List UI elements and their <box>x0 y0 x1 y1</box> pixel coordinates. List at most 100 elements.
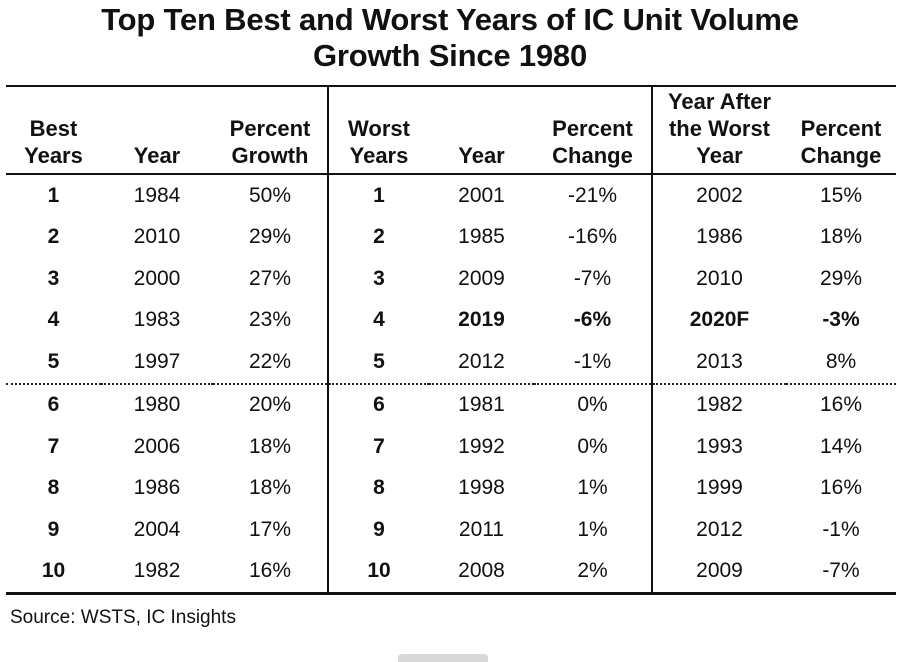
cell-after-change: 8% <box>825 349 857 373</box>
header-percent-change: Percent Change <box>534 86 652 174</box>
cell-worst-year: 2012 <box>458 349 505 373</box>
title-line-1: Top Ten Best and Worst Years of IC Unit … <box>101 2 799 37</box>
header-text: Years <box>24 143 83 168</box>
table-row: 3 2000 27% 3 2009 -7% 2010 29% <box>6 258 896 300</box>
table-row: 2 2010 29% 2 1985 -16% 1986 18% <box>6 216 896 258</box>
cell-after-year: 1982 <box>651 383 786 426</box>
cell-worst-year: 2019 <box>458 308 505 332</box>
cell-after-change: 16% <box>819 393 863 417</box>
cell-worst-year: 2011 <box>458 517 505 541</box>
cell-worst-year: 2009 <box>458 266 505 290</box>
cell-worst-rank: 3 <box>327 258 429 300</box>
table-row: 9 2004 17% 9 2011 1% 2012 -1% <box>6 509 896 551</box>
table-row: 8 1986 18% 8 1998 1% 1999 16% <box>6 467 896 509</box>
cell-best-growth: 22% <box>248 349 292 373</box>
table-row: 10 1982 16% 10 2008 2% 2009 -7% <box>6 550 896 594</box>
cell-worst-change: 1% <box>577 476 608 500</box>
header-year-best: Year <box>101 86 213 174</box>
cell-worst-rank: 7 <box>327 426 429 468</box>
cell-best-year: 1983 <box>133 308 181 332</box>
cell-best-rank: 2 <box>47 225 60 249</box>
cell-worst-year: 1992 <box>458 434 505 458</box>
cell-best-year: 1984 <box>133 183 181 207</box>
header-worst-years: Worst Years <box>327 86 429 174</box>
cell-best-year: 1980 <box>133 393 181 417</box>
header-text: Best <box>29 116 78 141</box>
cell-best-year: 2000 <box>133 266 181 290</box>
cell-after-year: 2002 <box>651 174 786 217</box>
cell-worst-rank: 1 <box>327 174 429 217</box>
header-text: Years <box>349 143 409 168</box>
cell-worst-rank: 2 <box>327 216 429 258</box>
cell-best-growth: 18% <box>248 476 292 500</box>
header-text: Percent <box>229 116 311 141</box>
cell-after-year: 2010 <box>651 258 786 300</box>
cell-after-change: 16% <box>819 476 863 500</box>
cell-after-year: 1999 <box>651 467 786 509</box>
ic-growth-table: Best Years Year Percent Growth Worst Yea… <box>6 85 896 595</box>
header-text: Growth <box>231 143 309 168</box>
header-percent-growth: Percent Growth <box>213 86 328 174</box>
cell-best-rank: 4 <box>47 308 60 332</box>
cell-worst-year: 1981 <box>458 393 505 417</box>
header-percent-change-after: Percent Change <box>786 86 896 174</box>
header-text: Change <box>800 143 882 168</box>
cell-worst-rank: 4 <box>327 299 429 341</box>
header-text: Year <box>133 143 181 168</box>
cell-best-growth: 18% <box>248 434 292 458</box>
table-row: 6 1980 20% 6 1981 0% 1982 16% <box>6 383 896 426</box>
table-row: 7 2006 18% 7 1992 0% 1993 14% <box>6 426 896 468</box>
cell-best-year: 2006 <box>133 434 181 458</box>
cell-best-growth: 50% <box>248 183 292 207</box>
header-text: Year <box>696 143 743 168</box>
source-note: Source: WSTS, IC Insights <box>10 607 236 628</box>
cell-after-year: 2020F <box>651 299 786 341</box>
cell-worst-year: 2001 <box>458 183 505 207</box>
cell-worst-change: -7% <box>573 266 612 290</box>
cell-after-change: 15% <box>819 183 863 207</box>
table-row: 4 1983 23% 4 2019 -6% 2020F -3% <box>6 299 896 341</box>
cell-best-growth: 27% <box>248 266 292 290</box>
cell-after-change: -7% <box>822 559 860 583</box>
cell-worst-rank: 9 <box>327 509 429 551</box>
header-year-worst: Year <box>429 86 534 174</box>
cell-best-rank: 5 <box>47 349 60 373</box>
cell-worst-rank: 6 <box>327 383 429 426</box>
cell-after-year: 1993 <box>651 426 786 468</box>
cell-best-growth: 23% <box>248 308 292 332</box>
header-text: Year After <box>667 89 772 114</box>
cell-worst-year: 1985 <box>458 225 505 249</box>
cell-best-rank: 3 <box>47 266 60 290</box>
cell-best-year: 2010 <box>133 225 181 249</box>
header-text: Worst <box>348 116 410 141</box>
cell-worst-change: 1% <box>577 517 608 541</box>
cell-best-rank: 9 <box>47 517 60 541</box>
cell-worst-rank: 5 <box>327 341 429 384</box>
cell-after-change: 29% <box>819 266 863 290</box>
cell-best-year: 1997 <box>133 349 181 373</box>
cell-worst-rank: 8 <box>327 467 429 509</box>
cell-best-year: 1982 <box>133 559 181 583</box>
table-body: 1 1984 50% 1 2001 -21% 2002 15% 2 2010 29% 2 1985 -16… <box>6 174 896 594</box>
cell-after-year: 2013 <box>651 341 786 384</box>
cell-worst-change: -21% <box>567 183 618 207</box>
cell-after-change: 18% <box>819 225 863 249</box>
cell-worst-change: -1% <box>573 349 612 373</box>
header-best-years: Best Years <box>6 86 101 174</box>
header-text: Year <box>458 143 505 168</box>
cropped-caption-fragment <box>398 654 488 662</box>
cell-worst-change: -6% <box>573 308 612 332</box>
cell-after-change: 14% <box>819 434 863 458</box>
chart-title: Top Ten Best and Worst Years of IC Unit … <box>0 2 900 74</box>
cell-best-rank: 6 <box>47 393 60 417</box>
cell-best-growth: 20% <box>248 393 292 417</box>
cell-worst-year: 1998 <box>458 476 505 500</box>
cell-worst-change: 0% <box>577 434 608 458</box>
cell-best-year: 1986 <box>133 476 181 500</box>
cell-after-year: 2012 <box>651 509 786 551</box>
cell-best-rank: 7 <box>47 434 60 458</box>
cell-worst-change: 2% <box>577 559 608 583</box>
cell-after-change: -3% <box>822 308 860 332</box>
cell-best-rank: 1 <box>47 183 60 207</box>
cell-best-rank: 8 <box>47 476 60 500</box>
